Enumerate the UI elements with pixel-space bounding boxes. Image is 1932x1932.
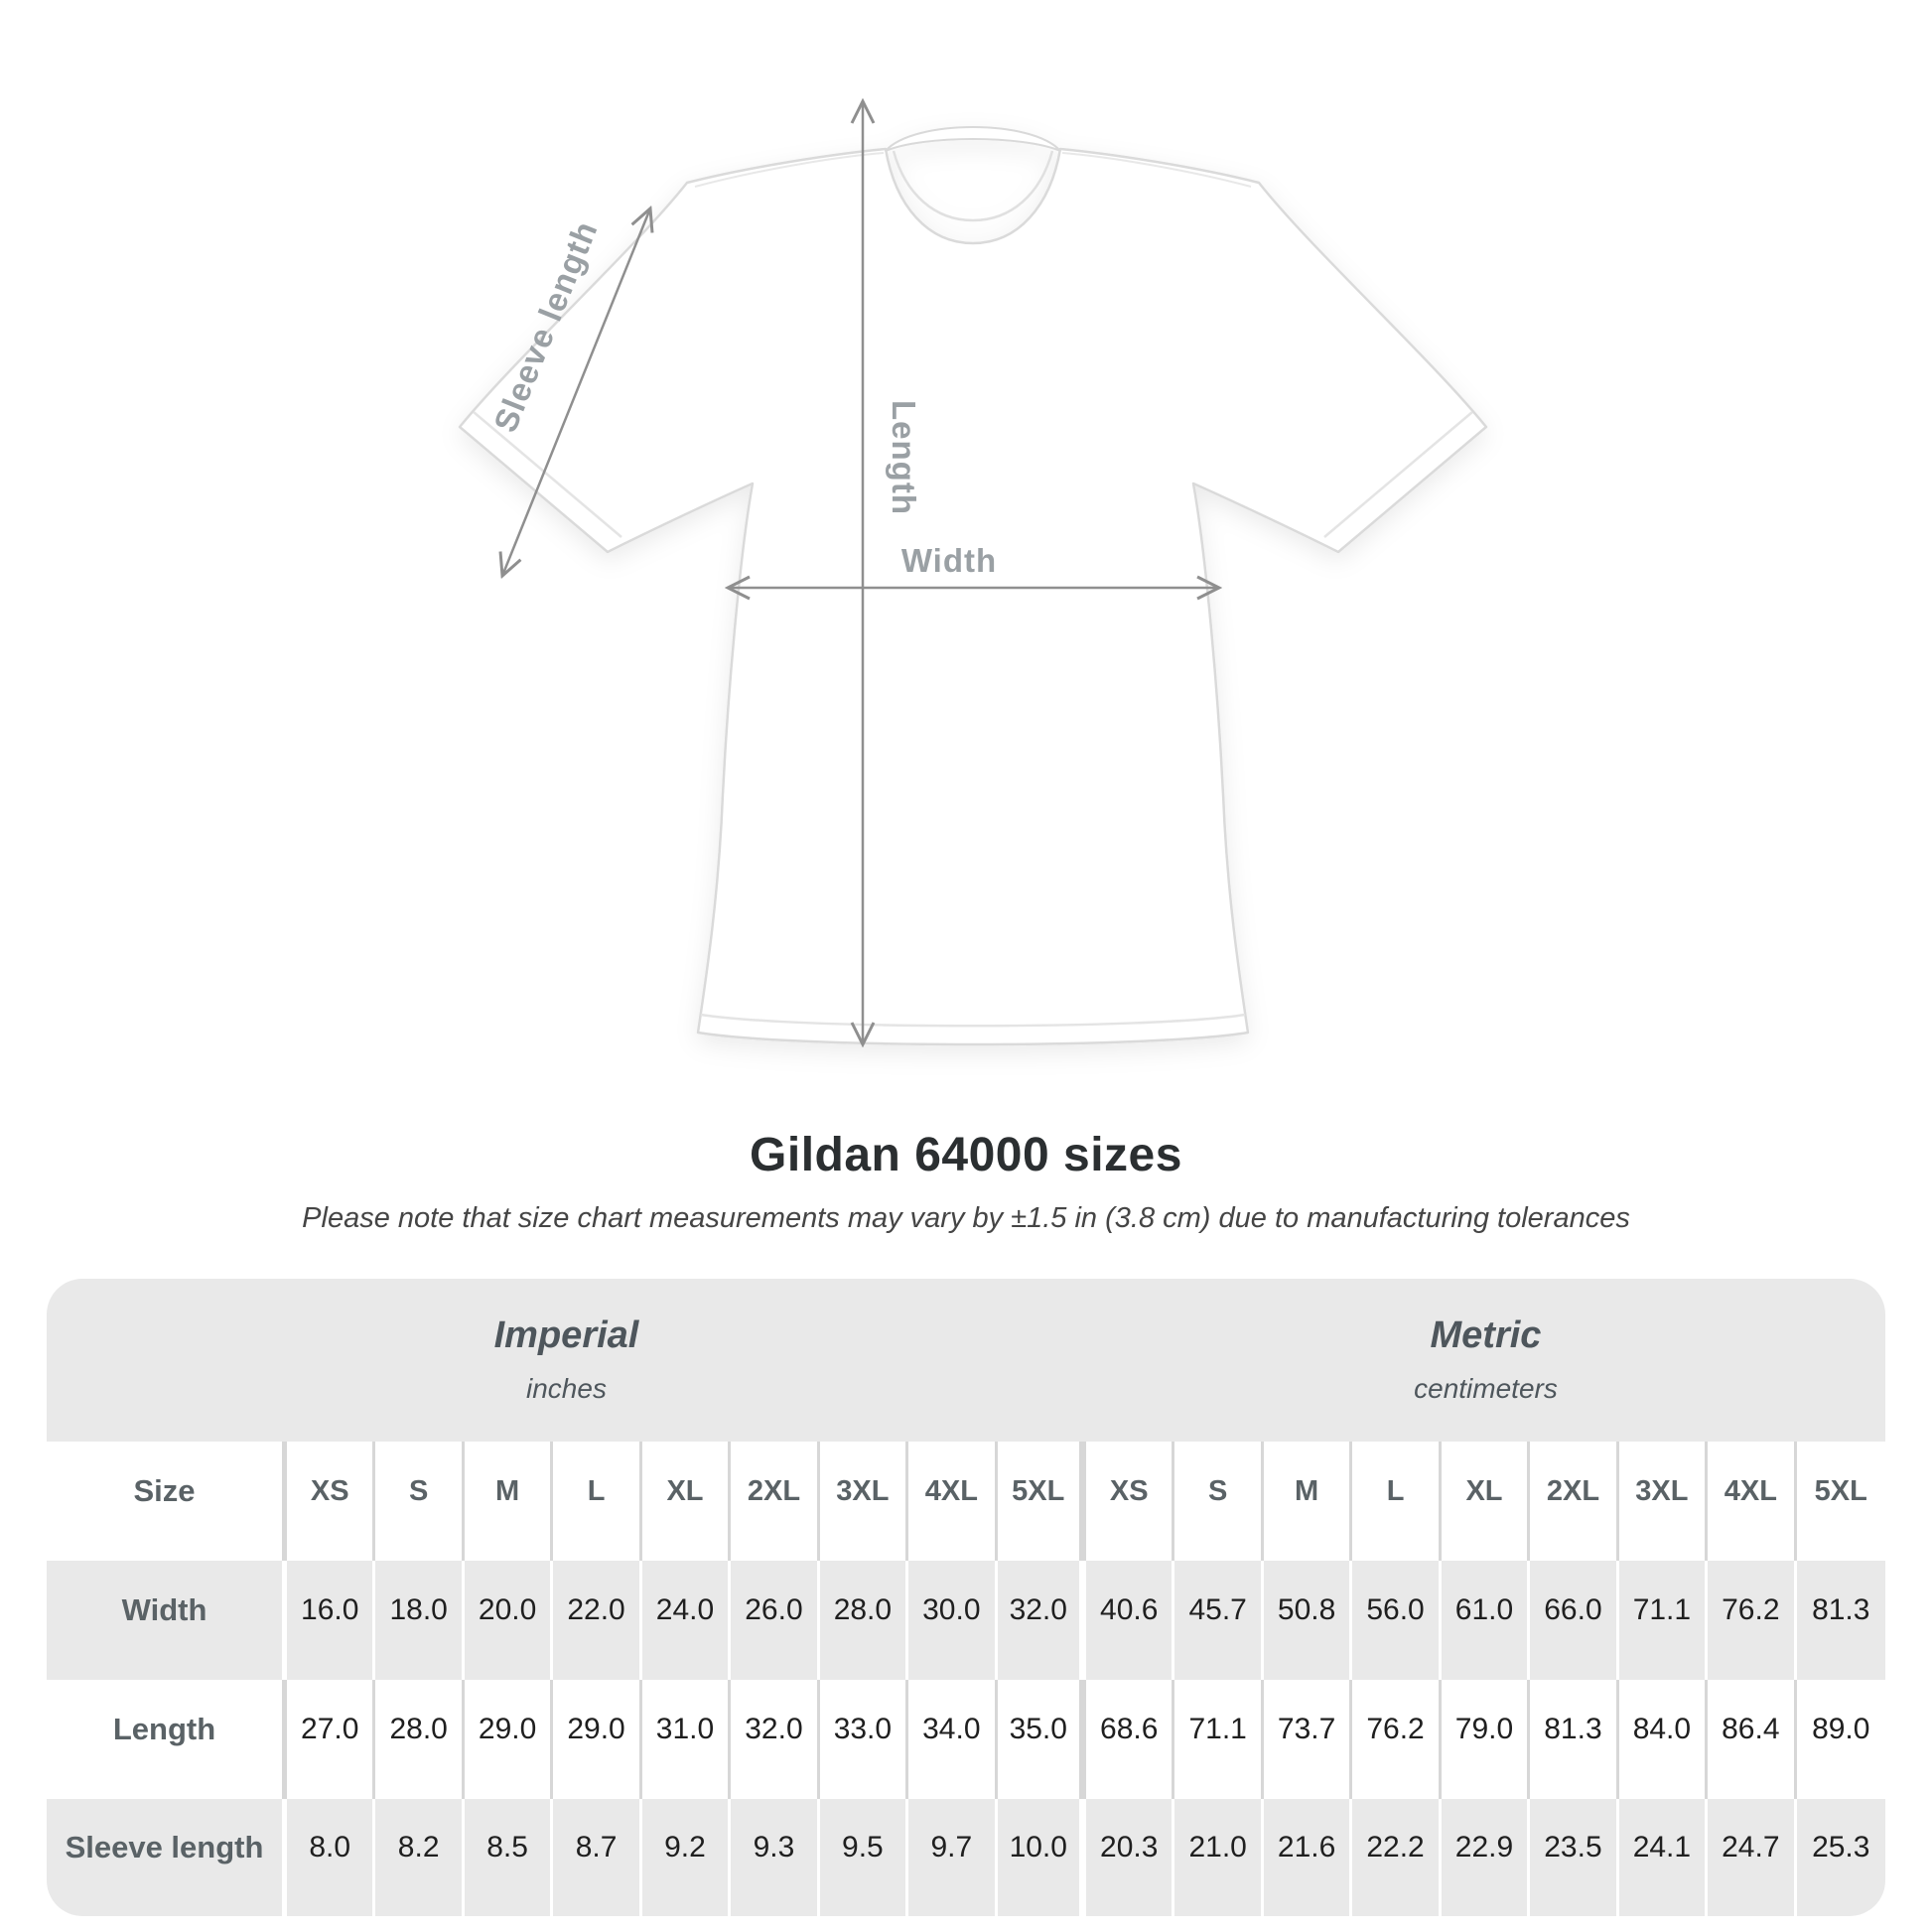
cell-sleeve-length-metric-5xl: 25.3 (1796, 1799, 1885, 1916)
cell-width-metric-xl: 61.0 (1441, 1561, 1531, 1680)
cell-length-metric-2xl: 81.3 (1530, 1680, 1619, 1799)
cell-width-imperial-4xl: 30.0 (908, 1561, 998, 1680)
cell-length-imperial-4xl: 34.0 (908, 1680, 998, 1799)
cell-sleeve-length-imperial-4xl: 9.7 (908, 1799, 998, 1916)
col-header-metric-xl: XL (1441, 1442, 1531, 1561)
cell-sleeve-length-imperial-xl: 9.2 (641, 1799, 732, 1916)
sleeve-length-arrow (502, 208, 650, 576)
cell-sleeve-length-imperial-m: 8.5 (464, 1799, 554, 1916)
cell-sleeve-length-imperial-2xl: 9.3 (731, 1799, 820, 1916)
tshirt-svg: Sleeve length Length Width (458, 0, 1488, 1112)
col-header-metric-l: L (1352, 1442, 1442, 1561)
size-table: Imperial inches Metric centimeters Size XS S M L… (47, 1279, 1885, 1916)
tshirt-measurement-diagram: Sleeve length Length Width (458, 0, 1488, 1112)
cell-length-metric-5xl: 89.0 (1796, 1680, 1885, 1799)
cell-length-metric-xs: 68.6 (1085, 1680, 1175, 1799)
cell-sleeve-length-metric-xs: 20.3 (1085, 1799, 1175, 1916)
cell-length-metric-xl: 79.0 (1441, 1680, 1531, 1799)
col-header-metric-5xl: 5XL (1796, 1442, 1885, 1561)
cell-length-metric-s: 71.1 (1174, 1680, 1264, 1799)
tshirt-right-cuff-seam (1323, 411, 1473, 538)
row-label-sleeve-length: Sleeve length (47, 1799, 287, 1916)
cell-length-imperial-xl: 31.0 (641, 1680, 732, 1799)
cell-width-metric-2xl: 66.0 (1530, 1561, 1619, 1680)
cell-sleeve-length-metric-m: 21.6 (1263, 1799, 1353, 1916)
cell-length-imperial-2xl: 32.0 (731, 1680, 820, 1799)
cell-sleeve-length-imperial-3xl: 9.5 (819, 1799, 909, 1916)
col-header-imperial-2xl: 2XL (731, 1442, 820, 1561)
group-label-imperial: Imperial (493, 1314, 639, 1356)
cell-sleeve-length-metric-l: 22.2 (1352, 1799, 1442, 1916)
page-title: Gildan 64000 sizes (750, 1129, 1182, 1181)
cell-length-imperial-5xl: 35.0 (997, 1680, 1086, 1799)
col-header-metric-2xl: 2XL (1530, 1442, 1619, 1561)
col-header-imperial-5xl: 5XL (997, 1442, 1086, 1561)
cell-sleeve-length-imperial-5xl: 10.0 (997, 1799, 1086, 1916)
cell-length-imperial-3xl: 33.0 (819, 1680, 909, 1799)
cell-width-metric-4xl: 76.2 (1708, 1561, 1797, 1680)
unit-group-metric: Metric centimeters (1085, 1279, 1885, 1442)
cell-sleeve-length-imperial-xs: 8.0 (287, 1799, 376, 1916)
col-header-metric-4xl: 4XL (1708, 1442, 1797, 1561)
group-sublabel-inches: inches (526, 1373, 607, 1404)
cell-sleeve-length-metric-s: 21.0 (1174, 1799, 1264, 1916)
cell-sleeve-length-imperial-s: 8.2 (375, 1799, 465, 1916)
tshirt-body (458, 147, 1488, 1046)
cell-width-imperial-xs: 16.0 (287, 1561, 376, 1680)
cell-length-metric-m: 73.7 (1263, 1680, 1353, 1799)
col-header-imperial-m: M (464, 1442, 554, 1561)
col-header-imperial-xl: XL (641, 1442, 732, 1561)
cell-sleeve-length-metric-2xl: 23.5 (1530, 1799, 1619, 1916)
cell-width-imperial-xl: 24.0 (641, 1561, 732, 1680)
col-header-metric-3xl: 3XL (1618, 1442, 1709, 1561)
cell-sleeve-length-metric-4xl: 24.7 (1708, 1799, 1797, 1916)
cell-width-metric-5xl: 81.3 (1796, 1561, 1885, 1680)
group-sublabel-centimeters: centimeters (1414, 1373, 1558, 1404)
col-header-imperial-4xl: 4XL (908, 1442, 998, 1561)
cell-length-metric-3xl: 84.0 (1618, 1680, 1709, 1799)
cell-length-imperial-s: 28.0 (375, 1680, 465, 1799)
tolerance-note: Please note that size chart measurements… (302, 1202, 1630, 1234)
cell-sleeve-length-metric-3xl: 24.1 (1618, 1799, 1709, 1916)
row-label-length: Length (47, 1680, 287, 1799)
col-header-imperial-xs: XS (287, 1442, 376, 1561)
tshirt-hem-seam (700, 1013, 1246, 1028)
col-header-metric-s: S (1174, 1442, 1264, 1561)
cell-sleeve-length-metric-xl: 22.9 (1441, 1799, 1531, 1916)
col-header-metric-xs: XS (1085, 1442, 1175, 1561)
tshirt-graphic (458, 126, 1488, 1046)
col-header-imperial-3xl: 3XL (819, 1442, 909, 1561)
unit-group-imperial: Imperial inches (47, 1279, 1086, 1442)
cell-length-metric-4xl: 86.4 (1708, 1680, 1797, 1799)
tshirt-back-collar (885, 126, 1061, 152)
group-label-metric: Metric (1430, 1314, 1542, 1356)
cell-length-imperial-m: 29.0 (464, 1680, 554, 1799)
cell-length-metric-l: 76.2 (1352, 1680, 1442, 1799)
cell-length-imperial-l: 29.0 (553, 1680, 642, 1799)
width-label: Width (901, 542, 997, 579)
cell-width-imperial-2xl: 26.0 (731, 1561, 820, 1680)
cell-width-metric-xs: 40.6 (1085, 1561, 1175, 1680)
cell-width-imperial-3xl: 28.0 (819, 1561, 909, 1680)
tshirt-collar-band (892, 150, 1054, 222)
chart-header: Gildan 64000 sizes Please note that size… (0, 1128, 1932, 1235)
cell-width-metric-l: 56.0 (1352, 1561, 1442, 1680)
cell-width-imperial-l: 22.0 (553, 1561, 642, 1680)
size-table-grid: Imperial inches Metric centimeters Size XS S M L… (47, 1279, 1885, 1916)
tshirt-right-shoulder-seam (1061, 152, 1252, 188)
size-col-header: Size (47, 1442, 287, 1561)
cell-width-metric-3xl: 71.1 (1618, 1561, 1709, 1680)
cell-width-metric-s: 45.7 (1174, 1561, 1264, 1680)
col-header-imperial-l: L (553, 1442, 642, 1561)
col-header-metric-m: M (1263, 1442, 1353, 1561)
cell-length-imperial-xs: 27.0 (287, 1680, 376, 1799)
cell-sleeve-length-imperial-l: 8.7 (553, 1799, 642, 1916)
cell-width-metric-m: 50.8 (1263, 1561, 1353, 1680)
col-header-imperial-s: S (375, 1442, 465, 1561)
cell-width-imperial-m: 20.0 (464, 1561, 554, 1680)
row-label-width: Width (47, 1561, 287, 1680)
length-label: Length (886, 400, 922, 515)
cell-width-imperial-5xl: 32.0 (997, 1561, 1086, 1680)
cell-width-imperial-s: 18.0 (375, 1561, 465, 1680)
